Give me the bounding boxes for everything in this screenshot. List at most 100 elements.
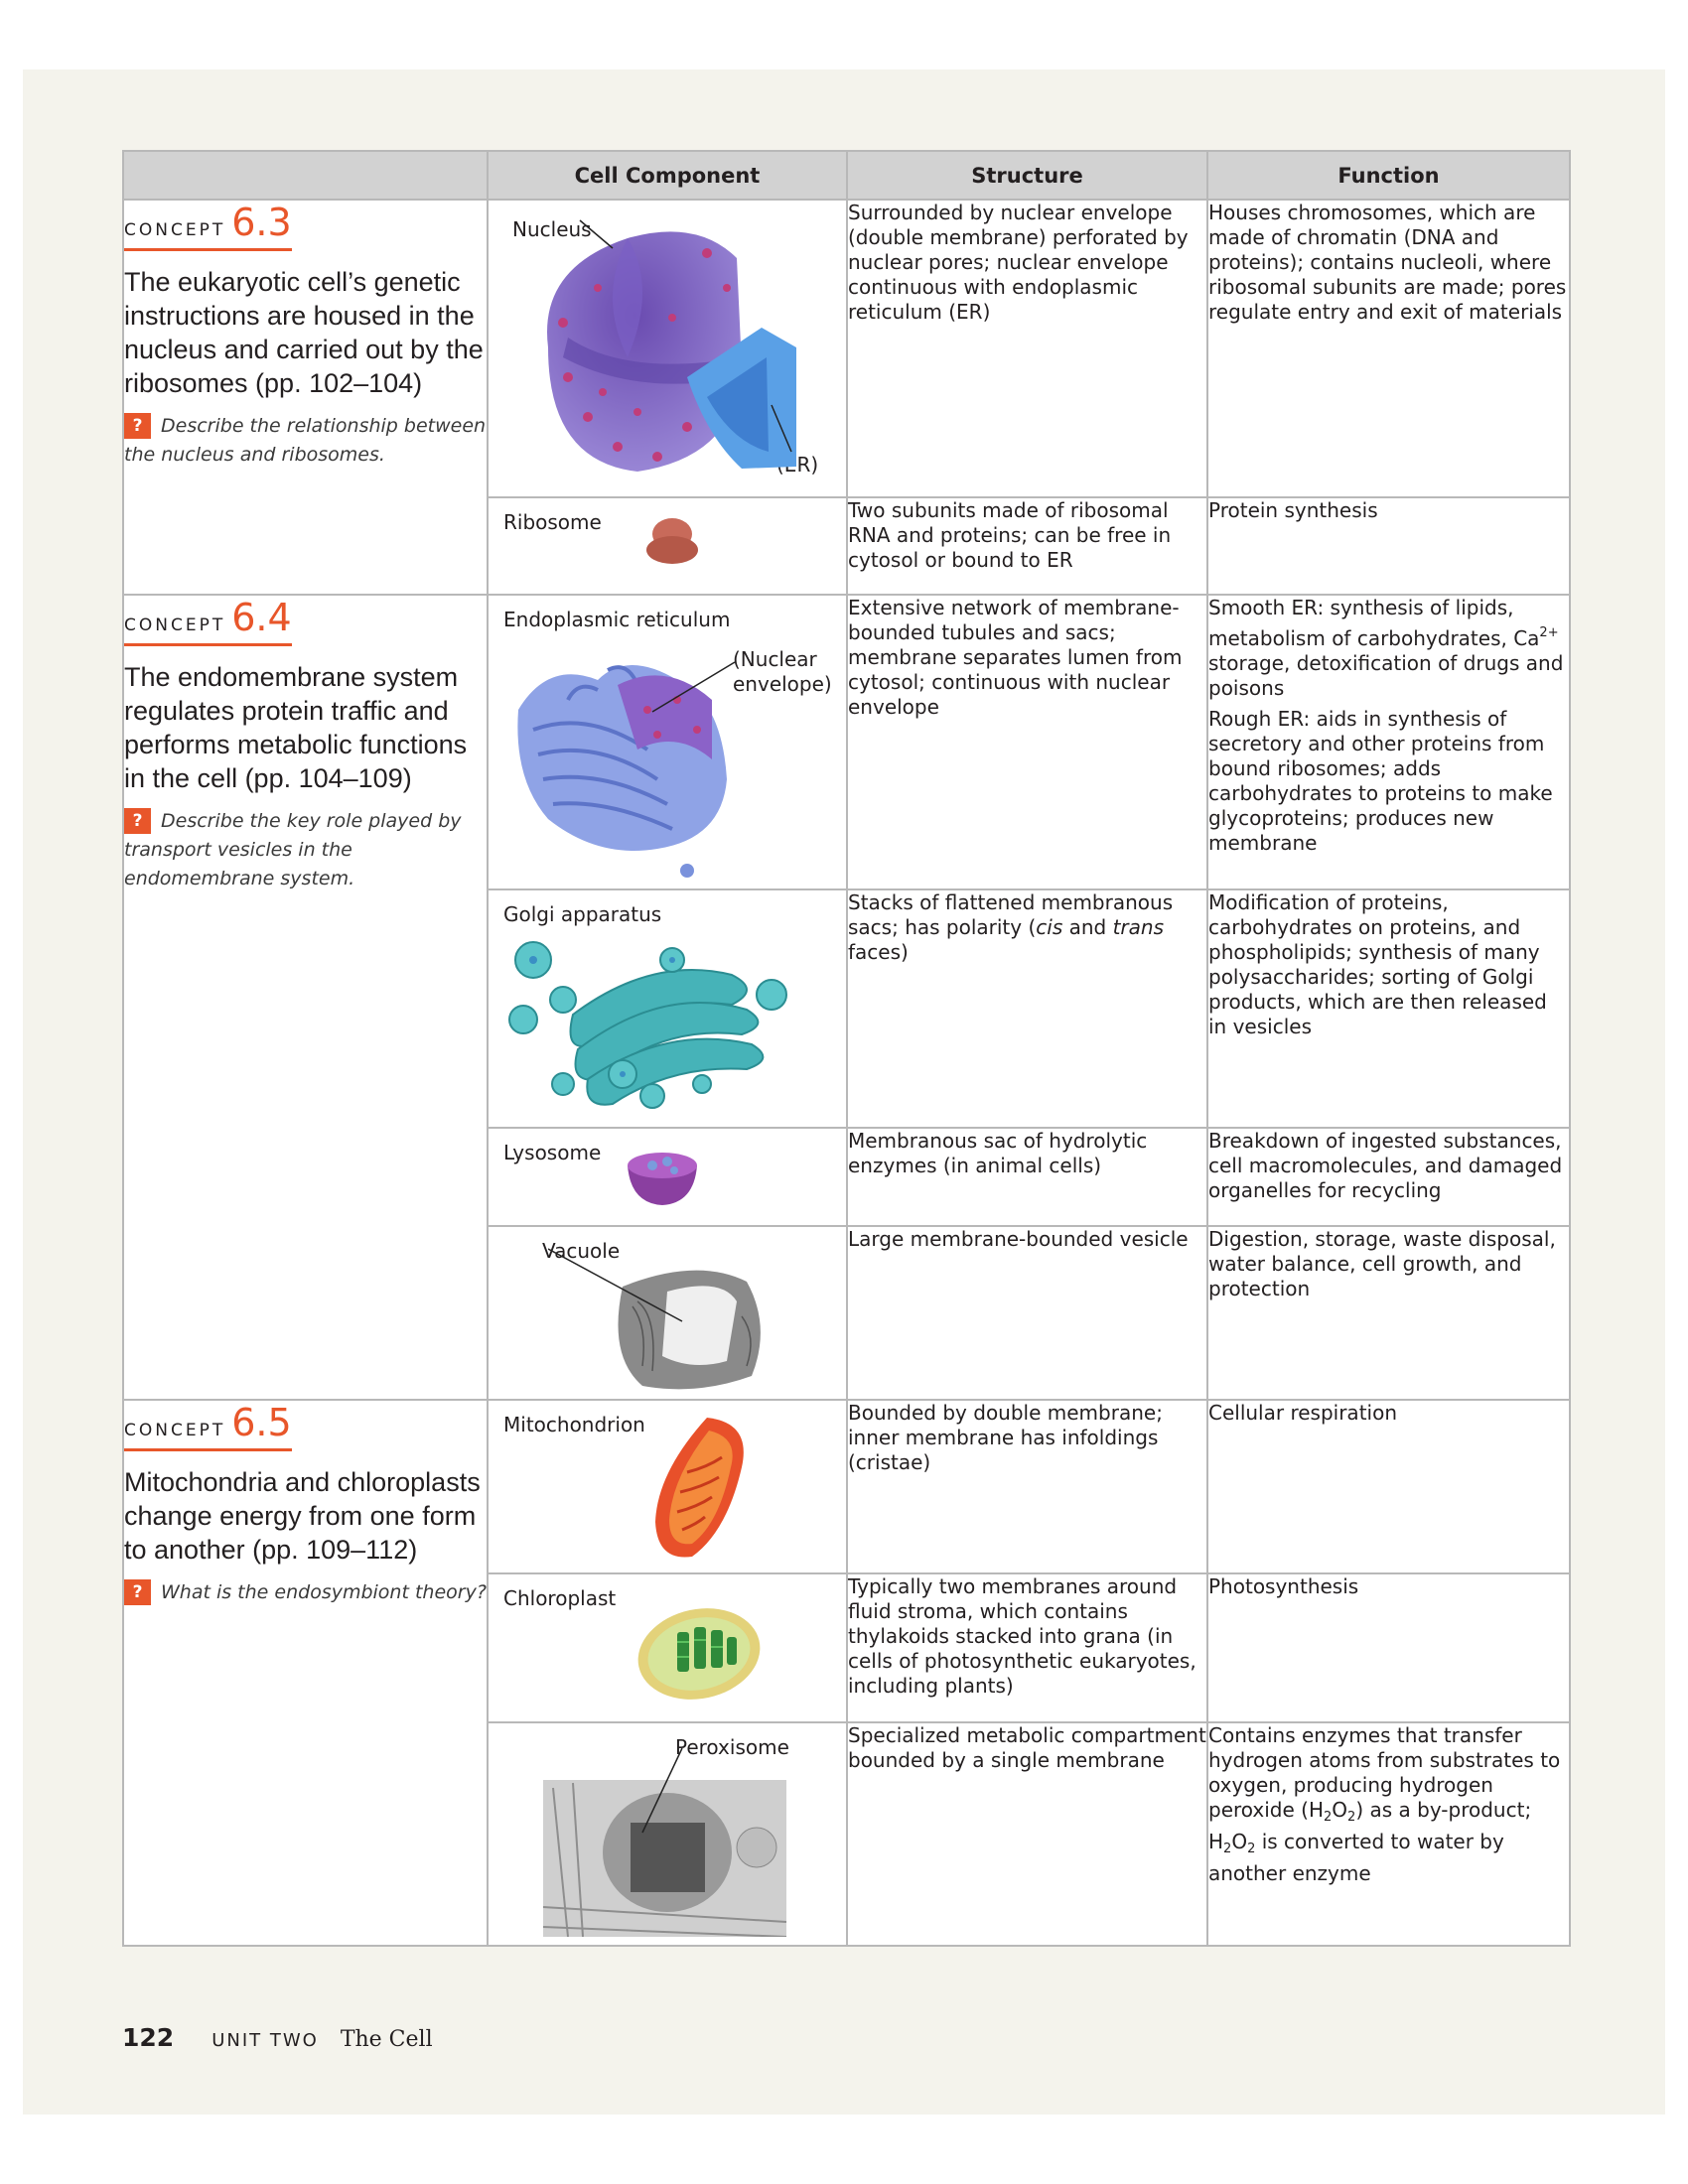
row-peroxisome: Peroxisome Specialized metabolic compart… bbox=[123, 1721, 1571, 1947]
question-text: What is the endosymbiont theory? bbox=[161, 1581, 487, 1603]
lysosome-label: Lysosome bbox=[503, 1141, 602, 1164]
peroxisome-function-text-3: is converted to water by another enzyme bbox=[1208, 1830, 1504, 1885]
er-function: Smooth ER: synthesis of lipids, metaboli… bbox=[1206, 594, 1571, 890]
header-row: Cell Component Structure Function bbox=[122, 150, 1571, 201]
component-ribosome: Ribosome bbox=[487, 496, 848, 596]
vacuole-micrograph bbox=[548, 1248, 761, 1390]
vacuole-function: Digestion, storage, waste disposal, wate… bbox=[1206, 1225, 1571, 1401]
component-er: Endoplasmic reticulum (Nuclear envelope) bbox=[487, 594, 848, 890]
chloroplast-label: Chloroplast bbox=[503, 1586, 617, 1610]
er-illustration bbox=[517, 661, 736, 878]
ribosome-function: Protein synthesis bbox=[1206, 496, 1571, 596]
lysosome-structure: Membranous sac of hydrolytic enzymes (in… bbox=[846, 1127, 1208, 1227]
component-lysosome: Lysosome bbox=[487, 1127, 848, 1227]
component-peroxisome: Peroxisome bbox=[487, 1721, 848, 1947]
concept-heading: CONCEPT 6.5 bbox=[124, 1401, 292, 1451]
component-nucleus: Nucleus (ER) bbox=[487, 199, 848, 498]
mitochondrion-structure: Bounded by double membrane; inner membra… bbox=[846, 1399, 1208, 1574]
concept-question: ? Describe the key role played by transpo… bbox=[124, 807, 487, 893]
row-nucleus: CONCEPT 6.3 The eukaryotic cell’s genetic… bbox=[122, 199, 1571, 596]
concept-heading: CONCEPT 6.4 bbox=[124, 596, 292, 646]
question-icon: ? bbox=[124, 1579, 151, 1605]
section-title: The Cell bbox=[340, 2027, 433, 2052]
vacuole-label: Vacuole bbox=[542, 1239, 621, 1263]
concept-label: CONCEPT bbox=[124, 220, 226, 240]
vacuole-structure: Large membrane-bounded vesicle bbox=[846, 1225, 1208, 1401]
concept-number: 6.3 bbox=[231, 201, 292, 244]
peroxisome-label: Peroxisome bbox=[675, 1735, 789, 1759]
concept-6-5: CONCEPT 6.5 Mitochondria and chloroplasts… bbox=[122, 1399, 489, 1947]
peroxisome-function: Contains enzymes that transfer hydrogen … bbox=[1206, 1721, 1571, 1947]
peroxisome-micrograph bbox=[543, 1747, 787, 1937]
page-number: 122 bbox=[122, 2023, 175, 2052]
formula-text: O bbox=[1332, 1798, 1348, 1822]
concept-title: Mitochondria and chloroplasts change ene… bbox=[124, 1467, 481, 1565]
unit-label: UNIT TWO bbox=[211, 2030, 319, 2051]
concept-label: CONCEPT bbox=[124, 615, 226, 635]
subscript: 2 bbox=[1247, 1842, 1256, 1856]
row-ribosome: Ribosome Two subunits made of ribosomal … bbox=[123, 496, 1571, 596]
concept-question: ? What is the endosymbiont theory? bbox=[124, 1578, 487, 1607]
ribosome-label: Ribosome bbox=[503, 510, 602, 534]
peroxisome-function-text-2: ) as a by-product; H bbox=[1208, 1798, 1532, 1853]
chloroplast-function: Photosynthesis bbox=[1206, 1572, 1571, 1723]
component-chloroplast: Chloroplast bbox=[487, 1572, 848, 1723]
rough-er-function: Rough ER: aids in synthesis of secretory… bbox=[1208, 707, 1553, 855]
concept-title: The eukaryotic cell’s genetic instructio… bbox=[124, 267, 484, 398]
concept-label: CONCEPT bbox=[124, 1421, 226, 1440]
header-function: Function bbox=[1206, 150, 1571, 201]
nuclear-envelope-callout: (Nuclear envelope) bbox=[733, 647, 832, 696]
lysosome-illustration bbox=[628, 1153, 697, 1205]
row-mitochondrion: CONCEPT 6.5 Mitochondria and chloroplasts… bbox=[122, 1399, 1571, 1947]
and-text: and bbox=[1062, 915, 1113, 939]
chloroplast-structure: Typically two membranes around fluid str… bbox=[846, 1572, 1208, 1723]
cell-components-table: Cell Component Structure Function CONCEP… bbox=[122, 150, 1571, 1947]
nucleus-illustration bbox=[547, 219, 796, 472]
component-golgi: Golgi apparatus bbox=[487, 888, 848, 1129]
concept-number: 6.5 bbox=[231, 1401, 292, 1444]
superscript: 2+ bbox=[1539, 625, 1559, 640]
mitochondrion-function: Cellular respiration bbox=[1206, 1399, 1571, 1574]
trans-term: trans bbox=[1112, 915, 1165, 939]
concept-title: The endomembrane system regulates protei… bbox=[124, 662, 468, 793]
golgi-label: Golgi apparatus bbox=[503, 902, 662, 926]
subscript: 2 bbox=[1347, 1810, 1356, 1825]
mitochondrion-label: Mitochondrion bbox=[503, 1413, 645, 1436]
concept-question: ? Describe the relationship between the n… bbox=[124, 412, 487, 470]
nucleus-label: Nucleus bbox=[512, 217, 592, 241]
golgi-function: Modification of proteins, carbohydrates … bbox=[1206, 888, 1571, 1129]
concept-6-4: CONCEPT 6.4 The endomembrane system regul… bbox=[122, 594, 489, 1401]
row-er: CONCEPT 6.4 The endomembrane system regul… bbox=[122, 594, 1571, 1401]
golgi-structure: Stacks of flattened membranous sacs; has… bbox=[846, 888, 1208, 1129]
smooth-er-function: Smooth ER: synthesis of lipids, metaboli… bbox=[1208, 596, 1569, 701]
lysosome-function: Breakdown of ingested substances, cell m… bbox=[1206, 1127, 1571, 1227]
concept-6-3: CONCEPT 6.3 The eukaryotic cell’s genetic… bbox=[122, 199, 489, 596]
chloroplast-illustration bbox=[637, 1608, 761, 1700]
question-icon: ? bbox=[124, 808, 151, 834]
nucleus-structure: Surrounded by nuclear envelope (double m… bbox=[846, 199, 1208, 498]
peroxisome-structure: Specialized metabolic compartment bounde… bbox=[846, 1721, 1208, 1947]
smooth-er-text-2: storage, detoxification of drugs and poi… bbox=[1208, 651, 1564, 700]
component-mitochondrion: Mitochondrion bbox=[487, 1399, 848, 1574]
row-golgi: Golgi apparatus Stacks of flattened memb… bbox=[123, 888, 1571, 1129]
formula-text: O bbox=[1231, 1830, 1248, 1853]
golgi-illustration bbox=[508, 941, 787, 1109]
concept-number: 6.4 bbox=[231, 596, 292, 639]
header-structure: Structure bbox=[846, 150, 1208, 201]
mitochondrion-illustration bbox=[655, 1418, 744, 1558]
smooth-er-text: Smooth ER: synthesis of lipids, metaboli… bbox=[1208, 596, 1540, 650]
er-structure: Extensive network of membrane-bounded tu… bbox=[846, 594, 1208, 890]
row-chloroplast: Chloroplast Typically two membranes arou… bbox=[123, 1572, 1571, 1723]
golgi-structure-text-2: faces) bbox=[848, 940, 909, 964]
subscript: 2 bbox=[1223, 1842, 1232, 1856]
concept-heading: CONCEPT 6.3 bbox=[124, 201, 292, 251]
er-label: Endoplasmic reticulum bbox=[503, 608, 731, 631]
ribosome-illustration bbox=[646, 518, 698, 564]
question-text: Describe the relationship between the nu… bbox=[124, 415, 487, 466]
peroxisome-function-text: Contains enzymes that transfer hydrogen … bbox=[1208, 1723, 1561, 1822]
ribosome-structure: Two subunits made of ribosomal RNA and p… bbox=[846, 496, 1208, 596]
question-icon: ? bbox=[124, 413, 151, 439]
row-vacuole: Vacuole Large membrane-bounded vesicle D… bbox=[123, 1225, 1571, 1401]
header-blank-cell bbox=[122, 150, 489, 201]
golgi-structure-text: Stacks of flattened membranous sacs; has… bbox=[848, 890, 1174, 939]
